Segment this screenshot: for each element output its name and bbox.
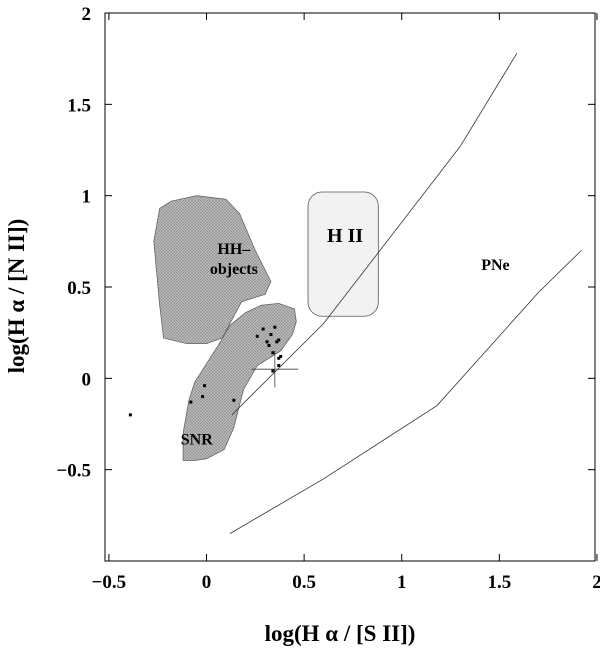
y-tick-label: 0 <box>82 369 92 390</box>
data-point <box>271 369 275 373</box>
data-point <box>277 356 281 360</box>
data-point <box>232 398 236 402</box>
data-point <box>267 343 271 347</box>
ticks-layer: −0.5 0 0.5 1 1.5 2 −0.5 0 0.5 1 1.5 2 <box>56 4 600 593</box>
x-tick-label: 2 <box>592 572 600 593</box>
x-tick-label: 1 <box>397 572 407 593</box>
y-tick-label: 2 <box>82 4 92 25</box>
points-layer <box>128 325 283 417</box>
data-point <box>269 332 273 336</box>
y-axis-label: log(H α / [N II]) <box>4 219 29 374</box>
x-tick-label: −0.5 <box>92 572 127 593</box>
region-label-hh-objects-0: HH– <box>217 241 251 258</box>
data-point <box>189 400 193 404</box>
x-axis-label: log(H α / [S II]) <box>265 621 416 646</box>
x-tick-label: 1.5 <box>487 572 511 593</box>
error-bar-layer <box>251 350 299 388</box>
y-tick-label: 0.5 <box>67 278 91 299</box>
data-point <box>277 338 281 342</box>
data-point <box>255 334 259 338</box>
data-point <box>261 327 265 331</box>
x-tick-label: 0.5 <box>292 572 316 593</box>
annotation-pne: PNe <box>481 257 509 274</box>
region-label-hh-objects-1: objects <box>210 261 258 278</box>
data-point <box>273 325 277 329</box>
region-hh-objects <box>153 195 272 345</box>
data-point <box>279 354 283 358</box>
x-tick-label: 0 <box>202 572 212 593</box>
data-point <box>265 340 269 344</box>
data-point <box>277 364 281 368</box>
region-h-ii <box>307 191 379 317</box>
y-tick-label: −0.5 <box>56 461 91 482</box>
boundary-line-2 <box>229 250 582 534</box>
data-point <box>128 413 132 417</box>
data-point <box>201 395 205 399</box>
y-tick-label: 1.5 <box>67 95 91 116</box>
labels-layer: HH– objects SNR H II PNe <box>181 225 510 449</box>
data-point <box>271 351 275 355</box>
y-tick-label: 1 <box>82 187 92 208</box>
data-point <box>203 384 207 388</box>
boundary-lines-layer <box>229 52 582 534</box>
data-point <box>275 340 279 344</box>
region-label-snr-0: SNR <box>181 432 213 449</box>
region-label-h-ii-0: H II <box>327 225 363 247</box>
